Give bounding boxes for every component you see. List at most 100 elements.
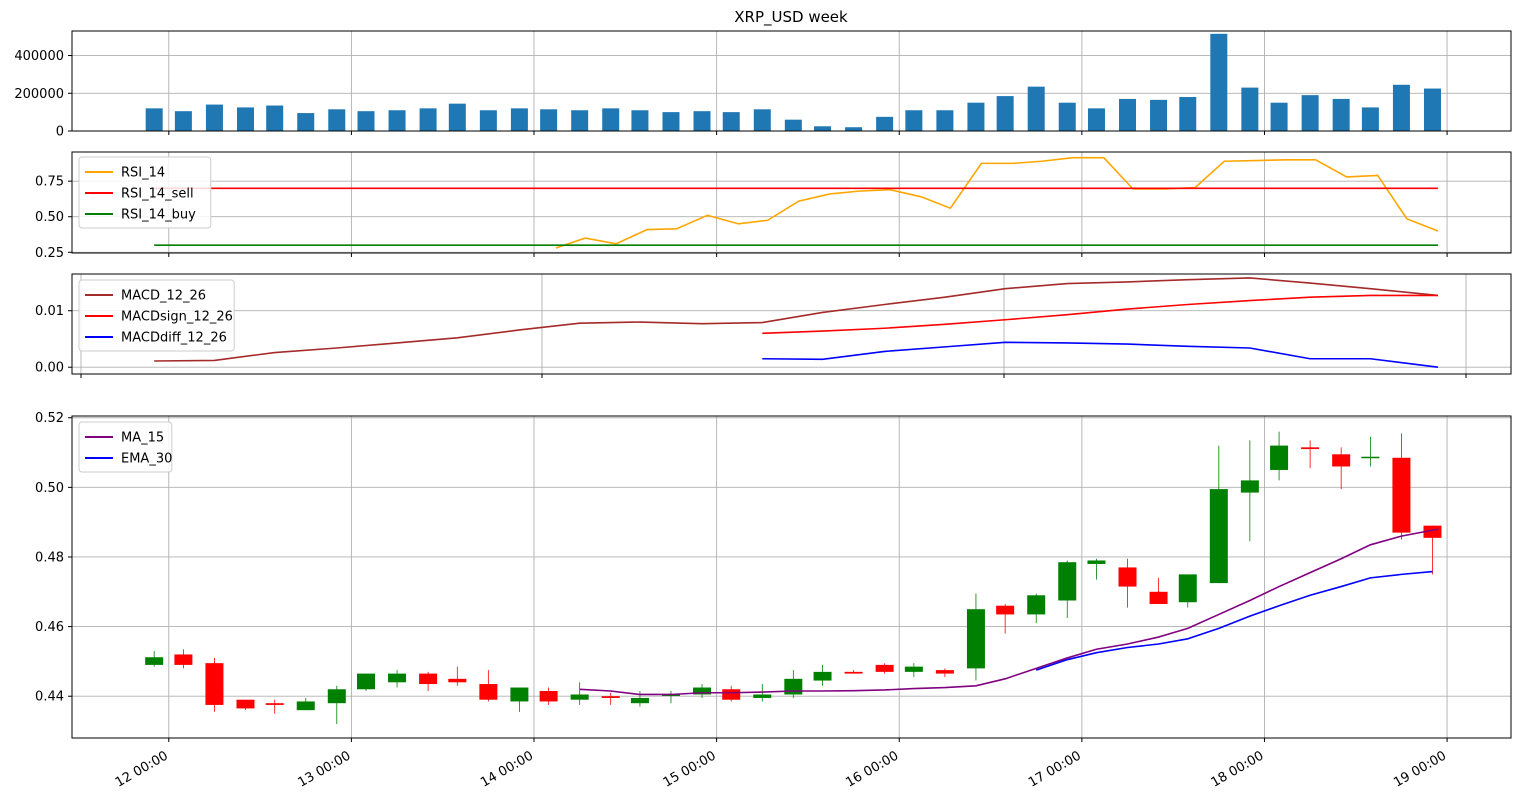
volume-bar [996,96,1014,131]
candle-down [1301,447,1320,450]
x-axis-tick-labels: 12 00:00 13 00:00 14 00:00 15 00:00 16 00:00… [113,748,1449,790]
volume-bar [174,111,192,131]
volume-bar [357,111,375,131]
candle-up [145,657,164,665]
macd-panel: 0.00 0.01 MACD_12_26 MACDsign_12_26 MACDdiff… [35,273,1512,378]
legend-box [78,156,212,229]
volume-bar [540,109,558,131]
candle-up [1240,480,1259,493]
price-y-tick-label: 0.46 [35,620,64,635]
candle-up [813,671,832,681]
x-tick-label: 17 00:00 [1026,748,1084,790]
volume-bar [328,109,346,131]
volume-bar [479,110,497,131]
candle-down [1118,567,1137,587]
candle-down [844,671,863,674]
volume-bar [876,116,894,131]
legend-label: MA_15 [121,431,164,446]
macd-series-line [762,294,1438,335]
volume-bar [205,104,223,131]
candle-up [966,609,985,669]
panel-frame [71,30,1512,132]
volume-bar [297,113,315,131]
rsi-y-tick-label: 0.50 [35,210,64,225]
moving-average-line [1035,570,1433,671]
x-tick-label: 16 00:00 [843,748,901,790]
candle-down [265,703,284,705]
candle-up [1361,456,1380,459]
volume-bar [1361,107,1379,131]
legend-label: RSI_14_sell [121,187,194,202]
candle-down [236,699,255,709]
candle-up [296,701,315,711]
macd-y-tick-label: 0.00 [35,361,64,376]
panel-frame [71,151,1512,254]
volume-bar [1210,33,1228,132]
candle-up [1087,560,1106,564]
volume-bar [1423,88,1441,131]
candle-up [357,673,376,690]
volume-bar [1027,86,1045,131]
volume-bar [1301,95,1319,131]
candle-up [1058,562,1077,601]
legend-label: MACD_12_26 [121,289,206,304]
panel-frame [71,273,1512,375]
volume-bar [1270,102,1288,131]
candle-down [935,670,954,674]
volume-bar [845,127,863,131]
volume-bar [936,110,954,131]
volume-y-tick-label: 200000 [14,87,64,102]
candle-down [996,605,1015,615]
candle-down [205,663,224,705]
volume-bar [419,108,437,131]
x-tick-label: 18 00:00 [1209,748,1267,790]
candle-down [1332,454,1351,467]
volume-bar [1150,99,1168,131]
volume-bar [1241,87,1259,131]
legend-label: EMA_30 [121,452,172,467]
candle-up [570,694,589,700]
volume-bar [236,107,254,131]
candle-up [1270,445,1289,470]
rsi-series-line [555,156,1439,249]
volume-bar [1058,102,1076,131]
candle-up [693,687,712,695]
macd-series-line [154,277,1439,362]
candle-down [539,691,558,702]
volume-bar [510,108,528,131]
volume-bar [905,110,923,131]
x-tick-label: 15 00:00 [661,748,719,790]
price-y-tick-label: 0.48 [35,550,64,565]
macd-series-line [762,341,1439,369]
volume-panel: 0 200000 400000 [14,30,1512,140]
volume-bar [722,112,740,131]
volume-bar [662,112,680,131]
legend-box [78,421,173,473]
candle-down [448,678,467,683]
volume-bar [784,119,802,131]
volume-bar [448,103,466,131]
price-y-tick-label: 0.44 [35,690,64,705]
volume-bar [753,109,771,131]
price-y-tick-label: 0.50 [35,481,64,496]
rsi-y-tick-label: 0.25 [35,246,64,261]
candle-down [419,673,438,685]
x-tick-label: 12 00:00 [113,748,171,790]
candle-down [479,684,498,700]
candle-up [784,678,803,695]
volume-bar [814,126,832,131]
candle-down [601,696,620,698]
rsi-panel: 0.25 0.50 0.75 RSI_14 RSI_14_sell RSI_14_buy [35,151,1512,261]
candle-up [630,697,649,704]
candle-down [1149,591,1168,604]
macd-y-tick-label: 0.01 [35,304,64,319]
candle-up [1178,574,1197,603]
volume-bar [967,102,985,131]
candle-down [174,654,193,665]
candle-down [1392,457,1411,533]
price-panel: 0.44 0.46 0.48 0.50 0.52 MA_15 EMA_30 [35,411,1512,742]
candle-up [388,673,407,683]
volume-bar [693,111,711,131]
volume-bar [1119,98,1137,131]
volume-y-tick-label: 0 [56,125,64,140]
